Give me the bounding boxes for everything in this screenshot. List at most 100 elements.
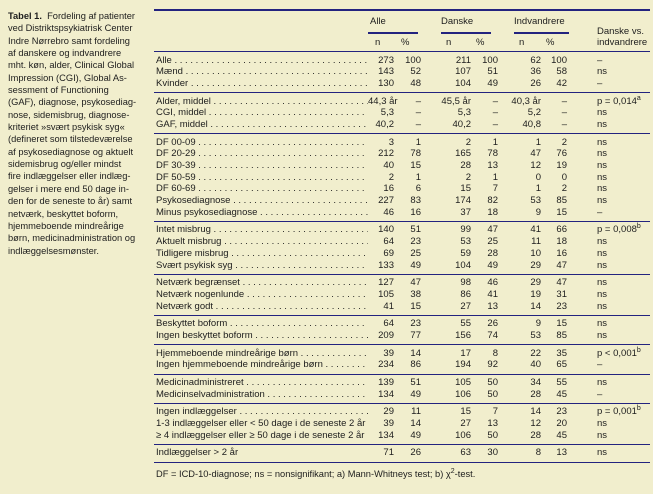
cell-pct-indvandrere: 23 xyxy=(556,300,567,312)
table-row: Netværk nogenlunde 105 38 86 41 19 31 ns xyxy=(154,289,650,301)
cell-n-indvandrere: 12 xyxy=(530,160,541,171)
col-header-pct-alle: % xyxy=(401,37,410,48)
cell-n-alle: 273 xyxy=(378,54,394,66)
col-group-danske: Danske xyxy=(441,16,474,27)
col-header-n-alle: n xyxy=(375,37,381,48)
cell-p-value: ns xyxy=(597,329,608,341)
cell-n-indvandrere: 62 xyxy=(530,54,541,66)
cell-p-value: p < 0,001b xyxy=(597,346,641,359)
footnote-superscript: 2 xyxy=(450,467,455,475)
row-label: GAF, middel xyxy=(154,119,368,131)
cell-p-value: ns xyxy=(597,300,608,312)
cell-n-danske: 211 xyxy=(455,54,471,66)
cell-pct-danske: 51 xyxy=(487,66,498,78)
cell-p-value: ns xyxy=(597,418,608,430)
table-row: Aktuelt misbrug 64 23 53 25 11 18 ns xyxy=(154,236,650,248)
row-label: Tidligere misbrug xyxy=(154,248,368,260)
table-row: Beskyttet boform 64 23 55 26 9 15 ns xyxy=(154,318,650,330)
table-row: 1-3 indlæggelser eller < 50 dage i de se… xyxy=(154,418,650,430)
cell-pct-danske: – xyxy=(492,118,498,130)
table-row: Alle 273 100 211 100 62 100 – xyxy=(154,55,650,67)
row-label: DF 20-29 xyxy=(154,148,368,160)
cell-n-alle: 41 xyxy=(383,300,394,312)
cell-n-danske: 45,5 år xyxy=(441,95,471,107)
cell-pct-indvandrere: 85 xyxy=(556,195,567,207)
cell-n-alle: 127 xyxy=(378,277,394,289)
caption-table-number: Tabel 1. xyxy=(8,11,42,21)
cell-pct-danske: 28 xyxy=(487,247,498,259)
cell-pct-alle: 100 xyxy=(405,54,421,66)
cell-pct-indvandrere: 35 xyxy=(556,347,567,359)
cell-n-indvandrere: 19 xyxy=(530,288,541,300)
cell-n-indvandrere: 10 xyxy=(530,247,541,259)
cell-n-alle: 134 xyxy=(378,388,394,400)
cell-n-danske: 156 xyxy=(455,329,471,341)
figure-table-1: Tabel 1. Fordeling af patienter ved Dist… xyxy=(0,0,653,479)
cell-n-alle: 29 xyxy=(383,406,394,418)
cell-p-value: ns xyxy=(597,247,608,259)
cell-p-value: – xyxy=(597,359,603,371)
cell-n-danske: 5,3 xyxy=(457,107,471,119)
table-row: Ingen beskyttet boform 209 77 156 74 53 85 ns xyxy=(154,330,650,342)
cell-pct-alle: 14 xyxy=(410,347,421,359)
group-underline-alle xyxy=(368,32,418,34)
cell-pct-alle: 23 xyxy=(410,236,421,248)
cell-pct-indvandrere: 42 xyxy=(556,77,567,89)
table-row: CGI, middel 5,3 – 5,3 – 5,2 – ns xyxy=(154,107,650,119)
cell-pct-danske: – xyxy=(492,95,498,107)
col-header-n-indvandrere: n xyxy=(519,37,525,48)
cell-pct-alle: 48 xyxy=(410,77,421,89)
cell-pct-danske: 30 xyxy=(487,447,498,459)
cell-p-value: p = 0,008b xyxy=(597,223,641,236)
row-label: Netværk godt xyxy=(154,301,368,313)
cell-pct-danske: 1 xyxy=(492,171,498,183)
cell-pct-indvandrere: 23 xyxy=(556,406,567,418)
cell-pct-danske: 18 xyxy=(487,206,498,218)
cell-n-indvandrere: 53 xyxy=(530,329,541,341)
cell-pct-alle: 49 xyxy=(410,259,421,271)
cell-n-indvandrere: 41 xyxy=(530,224,541,236)
cell-n-alle: 2 xyxy=(388,171,394,183)
row-label: Ingen indlæggelser xyxy=(154,406,368,418)
row-label: DF 50-59 xyxy=(154,172,368,184)
table-section: Alder, middel44,3 år – 45,5 år – 40,3 år – p =… xyxy=(154,92,650,133)
cell-n-alle: 39 xyxy=(383,418,394,430)
cell-pct-indvandrere: 66 xyxy=(556,224,567,236)
cell-p-value: ns xyxy=(597,183,608,195)
cell-pct-danske: – xyxy=(492,107,498,119)
cell-n-danske: 99 xyxy=(460,224,471,236)
row-label: Indlæggelser > 2 år xyxy=(156,447,239,459)
table-row: ≥ 4 indlæggelser eller ≥ 50 dage i de se… xyxy=(154,430,650,442)
row-label: Alle xyxy=(154,55,368,67)
table-footnote: DF = ICD-10-diagnose; ns = nonsignifikan… xyxy=(156,467,650,479)
cell-n-danske: 106 xyxy=(455,429,471,441)
cell-pct-danske: 49 xyxy=(487,259,498,271)
cell-p-value: ns xyxy=(597,318,608,330)
cell-p-value: ns xyxy=(597,377,608,388)
cell-pct-indvandrere: 19 xyxy=(556,160,567,171)
table-section: Ingen indlæggelser 29 11 15 7 14 23 p = 0,001b 1… xyxy=(154,402,650,444)
row-label: Ingen beskyttet boform xyxy=(154,330,368,342)
table-row: Ingen hjemmeboende mindreårige børn 234 86… xyxy=(154,359,650,371)
cell-pct-indvandrere: 18 xyxy=(556,236,567,248)
cell-n-alle: 5,3 xyxy=(380,107,394,119)
col-header-n-danske: n xyxy=(446,37,452,48)
cell-pct-indvandrere: – xyxy=(561,107,567,119)
row-label: CGI, middel xyxy=(154,107,368,119)
cell-pct-alle: 47 xyxy=(410,277,421,289)
cell-pct-danske: 13 xyxy=(487,418,498,430)
row-label: Netværk nogenlunde xyxy=(154,289,368,301)
cell-p-value: ns xyxy=(597,195,608,207)
cell-n-danske: 105 xyxy=(455,377,471,388)
data-table: Alle Danske Indvandrere n % n % n % Dans… xyxy=(154,9,650,479)
cell-pct-indvandrere: 55 xyxy=(556,377,567,388)
cell-n-alle: 130 xyxy=(378,77,394,89)
cell-pct-danske: 7 xyxy=(492,183,498,195)
cell-pct-danske: 50 xyxy=(487,429,498,441)
cell-pct-alle: 51 xyxy=(410,224,421,236)
cell-p-value: ns xyxy=(597,107,608,119)
table-section: Netværk begrænset1274798462947nsNetværk … xyxy=(154,273,650,315)
table-row: Medicinselvadministration 134 49 106 50 28 45 – xyxy=(154,389,650,401)
cell-pct-indvandrere: – xyxy=(561,118,567,130)
row-label: Mænd xyxy=(154,66,368,78)
